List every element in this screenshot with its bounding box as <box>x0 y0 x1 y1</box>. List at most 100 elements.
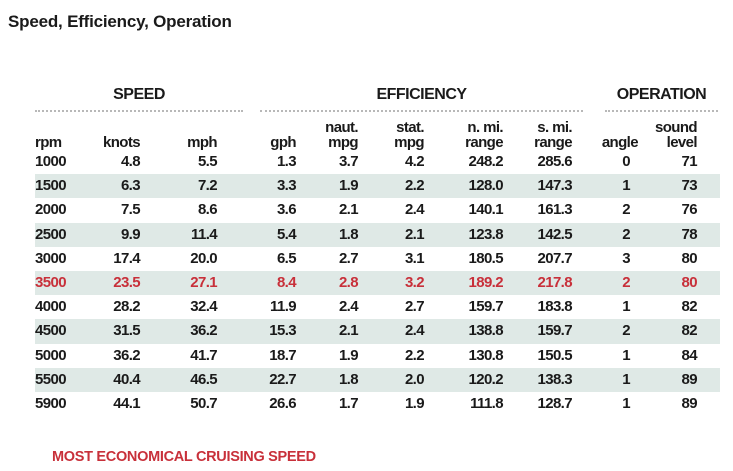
column-header-line: angle <box>601 134 639 151</box>
column-header-line: knots <box>102 134 141 151</box>
cell-range: 150.5 <box>537 346 572 364</box>
cell-gph: 11.9 <box>270 298 297 316</box>
cell-gph: 26.6 <box>269 394 296 412</box>
cell-angle: 2 <box>572 319 638 344</box>
cell-rpm: 1500 <box>35 174 80 199</box>
cell-range: 248.2 <box>468 153 503 171</box>
footnote: MOST ECONOMICAL CRUISING SPEED <box>52 449 316 465</box>
column-header-line: level <box>666 134 698 151</box>
cell-mpg: 3.2 <box>358 270 425 296</box>
column-header-line: mpg <box>328 134 358 151</box>
column-header-line <box>80 120 140 135</box>
cell-mph: 46.5 <box>140 367 218 392</box>
cell-mph: 36.2 <box>140 319 218 344</box>
column-header-rpm: rpm <box>35 114 80 150</box>
column-header-mph: mph <box>140 114 217 150</box>
cell-rpm: 4500 <box>35 319 80 344</box>
cell-mpg: 2.2 <box>404 346 425 364</box>
column-header-line <box>35 120 80 135</box>
group-header-operation: OPERATION <box>605 86 718 112</box>
cell-knots: 4.8 <box>120 153 141 171</box>
cell-mph: 8.6 <box>197 201 218 219</box>
cell-range: 147.3 <box>503 174 573 199</box>
table-row: 2500 9.9 11.4 5.4 1.8 2.1 123.8 142.5 2 78 <box>35 222 720 247</box>
column-header-line: s. mi. <box>537 119 572 136</box>
column-header-line: stat. <box>396 119 424 136</box>
column-header-line: mph <box>187 134 217 151</box>
cell-gph: 15.3 <box>217 319 297 344</box>
cell-level: 71 <box>681 153 698 171</box>
table-row: 3000 17.4 20.0 6.5 2.7 3.1 180.5 207.7 3 80 <box>35 247 720 271</box>
column-header-mpg: stat. mpg <box>358 114 424 150</box>
cell-range: 130.8 <box>468 346 503 364</box>
cell-mpg: 2.4 <box>404 201 425 219</box>
cell-knots: 6.3 <box>80 174 141 199</box>
cell-range: 159.7 <box>503 319 573 344</box>
cell-angle: 1 <box>622 394 630 412</box>
performance-table: rpm knots mph gph naut. mpg stat. mpg n. mi. rang… <box>35 114 720 416</box>
group-header-efficiency: EFFICIENCY <box>260 86 583 112</box>
column-header-mpg: naut. mpg <box>296 114 358 150</box>
cell-mpg: 1.9 <box>404 394 425 412</box>
cell-range: 189.2 <box>424 270 504 296</box>
cell-mpg: 2.1 <box>296 319 359 344</box>
cell-knots: 17.4 <box>113 249 140 267</box>
column-header-gph: gph <box>217 114 296 150</box>
cell-angle: 1 <box>622 346 630 364</box>
cell-mpg: 1.7 <box>338 394 359 412</box>
table-row: 4000 28.2 32.4 11.9 2.4 2.7 159.7 183.8 1 82 <box>35 295 720 319</box>
table-row: 1000 4.8 5.5 1.3 3.7 4.2 248.2 285.6 0 71 <box>35 150 720 174</box>
cell-level: 89 <box>638 367 698 392</box>
column-header-line <box>572 120 638 135</box>
cell-mph: 7.2 <box>140 174 218 199</box>
cell-gph: 8.4 <box>217 270 297 296</box>
column-header-level: sound level <box>638 114 698 151</box>
cell-knots: 44.1 <box>113 394 140 412</box>
cell-range: 142.5 <box>503 222 573 247</box>
cell-rpm: 3000 <box>35 249 67 267</box>
cell-level: 82 <box>681 298 698 316</box>
cell-range: 161.3 <box>537 201 572 219</box>
cell-angle: 2 <box>572 222 638 247</box>
table-row: 5000 36.2 41.7 18.7 1.9 2.2 130.8 150.5 1 84 <box>35 344 720 368</box>
cell-range: 285.6 <box>537 153 572 171</box>
cell-range: 128.0 <box>424 174 504 199</box>
cell-range: 180.5 <box>468 249 503 267</box>
column-header-line <box>140 120 217 135</box>
cell-rpm: 5000 <box>35 346 67 364</box>
table-row: 2000 7.5 8.6 3.6 2.1 2.4 140.1 161.3 2 76 <box>35 198 720 222</box>
cell-range: 111.8 <box>470 394 503 412</box>
column-headers: rpm knots mph gph naut. mpg stat. mpg n. mi. rang… <box>35 114 720 150</box>
cell-angle: 1 <box>622 298 630 316</box>
cell-knots: 40.4 <box>80 367 141 392</box>
cell-level: 82 <box>638 319 698 344</box>
cell-mph: 50.7 <box>190 394 217 412</box>
cell-range: 138.8 <box>424 319 504 344</box>
cell-mph: 11.4 <box>140 222 218 247</box>
cell-angle: 2 <box>572 270 638 296</box>
cell-angle: 3 <box>622 249 630 267</box>
cell-gph: 1.3 <box>276 153 297 171</box>
cell-mpg: 2.4 <box>358 319 425 344</box>
cell-level: 78 <box>638 222 698 247</box>
cell-mpg: 1.8 <box>296 222 359 247</box>
column-header-knots: knots <box>80 114 141 151</box>
cell-mpg: 2.8 <box>296 270 359 296</box>
cell-rpm: 4000 <box>35 298 67 316</box>
cell-level: 80 <box>638 270 698 296</box>
cell-mpg: 1.9 <box>338 346 359 364</box>
table-row: 4500 31.5 36.2 15.3 2.1 2.4 138.8 159.7 2 82 <box>35 319 720 344</box>
cell-mph: 5.5 <box>197 153 218 171</box>
cell-rpm: 5900 <box>35 394 67 412</box>
cell-range: 140.1 <box>468 201 503 219</box>
column-header-line: rpm <box>35 134 62 151</box>
cell-mpg: 2.0 <box>358 367 425 392</box>
cell-mpg: 1.8 <box>296 367 359 392</box>
cell-rpm: 1000 <box>35 153 67 171</box>
column-header-angle: angle <box>572 114 639 151</box>
cell-mpg: 1.9 <box>296 174 359 199</box>
cell-angle: 0 <box>622 153 630 171</box>
column-header-line: gph <box>270 134 296 151</box>
cell-rpm: 5500 <box>35 367 80 392</box>
cell-mpg: 2.1 <box>338 201 359 219</box>
